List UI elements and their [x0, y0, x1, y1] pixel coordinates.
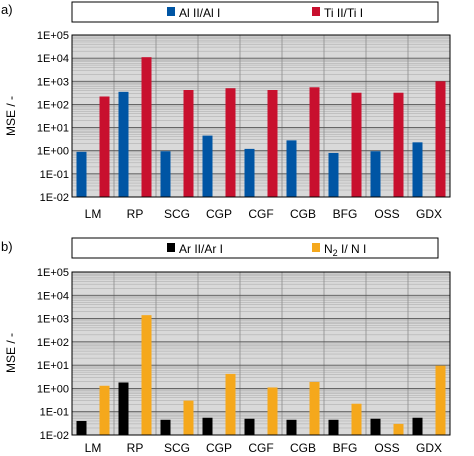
bar-2-bfg: [351, 92, 362, 197]
bar-2-oss: [393, 92, 404, 197]
legend-swatch: [167, 7, 175, 16]
plot-border: [71, 34, 451, 198]
plot-area: [72, 272, 450, 435]
legend-swatch: [312, 243, 320, 252]
bar-1-oss: [370, 151, 381, 197]
x-tick-label: BFG: [333, 441, 358, 455]
bar-2-scg: [183, 90, 194, 197]
x-tick-label: GDX: [416, 207, 442, 221]
x-tick-label: CGF: [248, 207, 273, 221]
bar-1-lm: [76, 420, 87, 435]
x-tick-label: SCG: [164, 441, 190, 455]
legend-label: Ar II/Ar I: [179, 242, 223, 256]
plot-area: [72, 35, 450, 197]
x-tick-label: OSS: [374, 441, 399, 455]
y-axis-label: MSE / -: [4, 333, 18, 373]
y-tick-label: 1E+01: [37, 360, 69, 372]
bar-2-bfg: [351, 403, 362, 435]
bar-1-rp: [118, 382, 129, 435]
y-tick-label: 1E-02: [40, 192, 69, 204]
y-tick-label: 1E+03: [37, 314, 69, 326]
bar-1-cgp: [202, 135, 213, 197]
bar-2-cgp: [225, 88, 236, 197]
x-tick-label: GDX: [416, 441, 442, 455]
bar-1-oss: [370, 418, 381, 435]
chart-panel-2: b) 1E-02 1E-01 1E+00 1E+01 1E+02 1E+03 1E+04 1E+…: [1, 237, 451, 455]
x-tick-label: CGP: [206, 207, 232, 221]
x-tick-label: RP: [127, 441, 144, 455]
bar-1-cgb: [286, 140, 297, 197]
y-axis-label: MSE / -: [4, 96, 18, 136]
x-tick-label: CGF: [248, 441, 273, 455]
y-tick-label: 1E-02: [40, 430, 69, 442]
bar-1-cgf: [244, 418, 255, 435]
bar-1-rp: [118, 91, 129, 197]
x-tick-label: LM: [85, 441, 102, 455]
legend-swatch: [167, 243, 175, 252]
panel-label: a): [1, 2, 13, 17]
chart-panel-1: a) 1E-02 1E-01 1E+00 1E+01 1E+02 1E+03 1E+04 1E+…: [1, 1, 451, 221]
y-tick-label: 1E+02: [37, 99, 69, 111]
y-tick-label: 1E-01: [40, 407, 69, 419]
plot-border: [71, 271, 451, 436]
bar-2-rp: [141, 57, 152, 198]
bar-2-cgf: [267, 90, 278, 197]
bar-2-lm: [99, 385, 110, 435]
bar-1-cgp: [202, 417, 213, 435]
legend: Al II/Al I Ti II/Ti I: [71, 1, 439, 23]
bar-2-cgp: [225, 373, 236, 435]
y-tick-label: 1E+05: [37, 30, 69, 42]
x-tick-label: CGB: [290, 207, 316, 221]
legend: Ar II/Ar I N2 I/ N I: [71, 237, 439, 259]
bar-1-gdx: [412, 417, 423, 435]
y-tick-label: 1E+01: [37, 123, 69, 135]
y-tick-label: 1E+00: [37, 146, 69, 158]
bar-1-gdx: [412, 142, 423, 197]
x-tick-label: LM: [85, 207, 102, 221]
x-tick-label: CGP: [206, 441, 232, 455]
y-tick-label: 1E+04: [37, 290, 69, 302]
x-tick-label: CGB: [290, 441, 316, 455]
bar-1-scg: [160, 419, 171, 435]
bar-2-gdx: [435, 81, 446, 197]
bar-2-cgb: [309, 87, 320, 197]
y-tick-label: 1E+03: [37, 76, 69, 88]
x-tick-label: RP: [127, 207, 144, 221]
x-tick-label: BFG: [333, 207, 358, 221]
legend-label: Ti II/Ti I: [324, 6, 363, 20]
y-tick-label: 1E+04: [37, 53, 69, 65]
bar-2-gdx: [435, 365, 446, 435]
bar-1-bfg: [328, 152, 339, 197]
legend-label: N2 I/ N I: [324, 242, 366, 258]
bar-2-cgf: [267, 387, 278, 435]
bar-2-lm: [99, 96, 110, 197]
y-tick-label: 1E+05: [37, 267, 69, 279]
legend-box: [71, 237, 439, 259]
y-tick-label: 1E+00: [37, 383, 69, 395]
legend-box: [71, 1, 439, 23]
panel-label: b): [1, 239, 13, 254]
bar-1-scg: [160, 151, 171, 197]
x-tick-label: SCG: [164, 207, 190, 221]
x-tick-label: OSS: [374, 207, 399, 221]
bar-1-cgb: [286, 419, 297, 435]
bar-2-scg: [183, 400, 194, 435]
bar-1-cgf: [244, 148, 255, 197]
y-tick-label: 1E+02: [37, 337, 69, 349]
bar-2-cgb: [309, 381, 320, 435]
legend-swatch: [312, 7, 320, 16]
bar-2-rp: [141, 315, 152, 435]
bar-1-bfg: [328, 419, 339, 435]
y-tick-label: 1E-01: [40, 169, 69, 181]
bar-1-lm: [76, 151, 87, 197]
bar-2-oss: [393, 423, 404, 435]
legend-label: Al II/Al I: [179, 6, 220, 20]
